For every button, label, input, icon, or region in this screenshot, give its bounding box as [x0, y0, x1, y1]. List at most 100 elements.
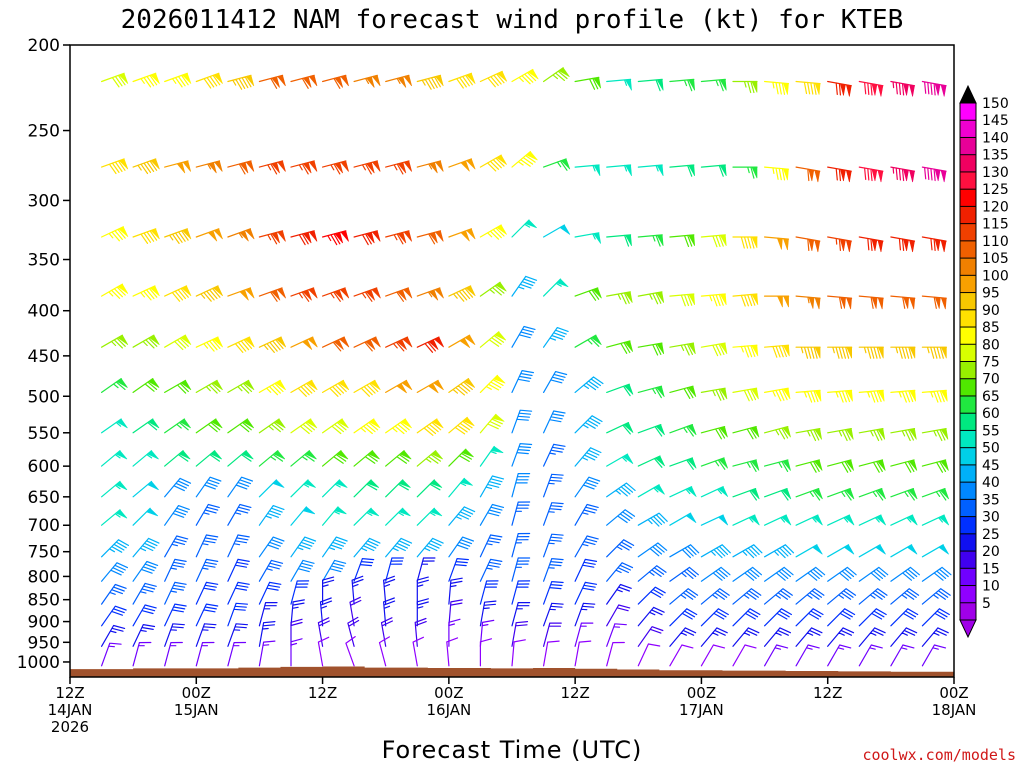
wind-barb: [700, 234, 727, 248]
wind-barb: [574, 476, 601, 498]
wind-barb: [353, 537, 381, 558]
wind-barb: [448, 618, 461, 647]
colorbar-label: 75: [982, 355, 1000, 371]
wind-barb: [101, 509, 128, 526]
plot-frame: [69, 44, 955, 678]
wind-barb: [446, 637, 459, 667]
colorbar-swatch: [960, 499, 976, 517]
wind-barb: [827, 295, 853, 310]
wind-barb: [258, 536, 285, 558]
wind-barb: [448, 158, 476, 172]
wind-barb: [195, 503, 220, 526]
wind-barb: [890, 459, 918, 473]
wind-barb: [511, 151, 538, 168]
wind-barb: [290, 230, 318, 246]
wind-barb: [543, 371, 568, 393]
wind-barb: [345, 636, 356, 667]
wind-barb: [637, 164, 664, 177]
wind-barb: [669, 457, 697, 470]
y-tick-label: 250: [28, 122, 60, 142]
wind-barb: [637, 291, 665, 305]
wind-barb: [921, 514, 950, 526]
colorbar-swatch: [960, 275, 976, 293]
y-tick-label: 200: [28, 36, 60, 56]
wind-barb: [543, 224, 571, 238]
colorbar-label: 120: [982, 199, 1009, 215]
x-tick-label: 00Z: [939, 684, 968, 702]
wind-barb: [543, 158, 571, 171]
wind-barb: [353, 336, 381, 352]
wind-barb: [322, 230, 349, 246]
x-tick-label: 16JAN: [426, 701, 471, 719]
colorbar: 1501451401351301251201151101051009590858…: [959, 84, 1009, 639]
wind-barb: [921, 544, 949, 558]
wind-barb: [448, 72, 476, 89]
wind-barb: [132, 560, 159, 582]
colorbar-swatch: [960, 309, 976, 328]
wind-barb: [322, 450, 349, 467]
wind-barb: [890, 544, 918, 558]
wind-barb: [858, 346, 884, 359]
wind-barb: [195, 623, 217, 647]
colorbar-swatch: [960, 413, 976, 431]
colorbar-swatch: [960, 464, 976, 483]
wind-barb: [669, 293, 695, 307]
x-tick-label: 00Z: [182, 684, 211, 702]
wind-barb: [132, 507, 159, 526]
wind-barb: [732, 488, 760, 501]
wind-barb: [827, 346, 853, 359]
wind-barb: [764, 426, 791, 440]
wind-barb: [195, 418, 223, 434]
wind-barb: [574, 76, 601, 90]
wind-barb: [448, 558, 469, 582]
wind-barb: [416, 418, 444, 436]
wind-barb: [258, 418, 286, 434]
wind-barb: [511, 275, 538, 297]
colorbar-swatch: [960, 516, 976, 535]
wind-barb: [101, 605, 127, 627]
colorbar-label: 5: [982, 596, 991, 612]
wind-barb: [416, 576, 429, 605]
wind-barb: [921, 488, 949, 501]
wind-barb: [890, 588, 920, 605]
colorbar-label: 20: [982, 544, 1000, 560]
credit-link[interactable]: coolwx.com/models: [862, 746, 1016, 764]
y-tick-label: 750: [28, 543, 60, 563]
colorbar-swatch: [960, 292, 976, 311]
colorbar-label: 115: [982, 217, 1009, 233]
wind-barb: [890, 488, 918, 501]
wind-barb: [858, 644, 883, 667]
colorbar-swatch: [960, 103, 976, 121]
wind-barb: [827, 514, 855, 526]
wind-barb: [448, 448, 474, 467]
wind-barb: [195, 450, 222, 467]
wind-barb: [858, 566, 889, 582]
colorbar-label: 55: [982, 423, 1000, 439]
colorbar-swatch: [960, 602, 976, 621]
wind-barb: [322, 536, 348, 558]
wind-barb: [511, 501, 531, 526]
wind-barb: [921, 627, 949, 647]
wind-barb: [890, 566, 920, 582]
x-tick-label: 00Z: [687, 684, 716, 702]
wind-barb: [637, 455, 665, 468]
wind-barb: [511, 473, 531, 498]
wind-barb: [890, 644, 915, 667]
wind-barb: [416, 557, 436, 582]
wind-barb: [700, 457, 728, 470]
wind-barb: [353, 379, 381, 397]
wind-barb: [347, 616, 360, 647]
wind-barb: [195, 228, 223, 242]
wind-barb: [700, 566, 731, 582]
wind-barb: [353, 74, 381, 88]
wind-barb: [574, 415, 603, 434]
wind-barb: [101, 562, 128, 582]
wind-barb: [574, 334, 602, 348]
wind-barb: [921, 459, 949, 473]
wind-barb: [258, 230, 286, 245]
wind-barb: [637, 78, 664, 92]
wind-barb: [574, 581, 598, 605]
wind-barb: [700, 544, 731, 559]
wind-barb: [543, 502, 564, 526]
wind-barb: [258, 336, 287, 353]
